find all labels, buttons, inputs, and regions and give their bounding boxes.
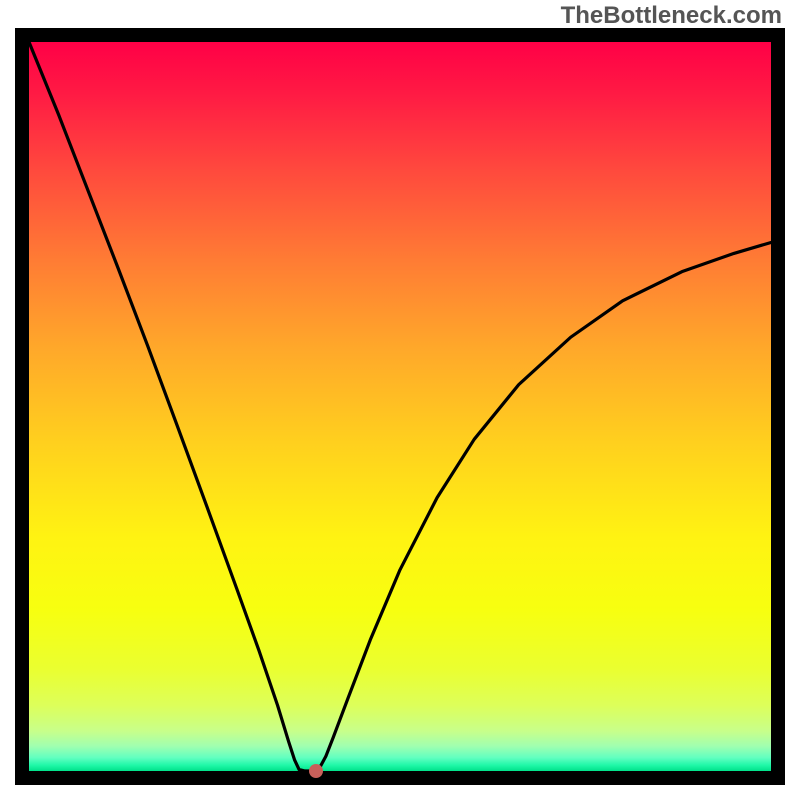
v-curve: [29, 42, 771, 771]
curve-path: [29, 42, 771, 771]
watermark-text: TheBottleneck.com: [561, 2, 782, 30]
chart-container: TheBottleneck.com: [0, 0, 800, 800]
